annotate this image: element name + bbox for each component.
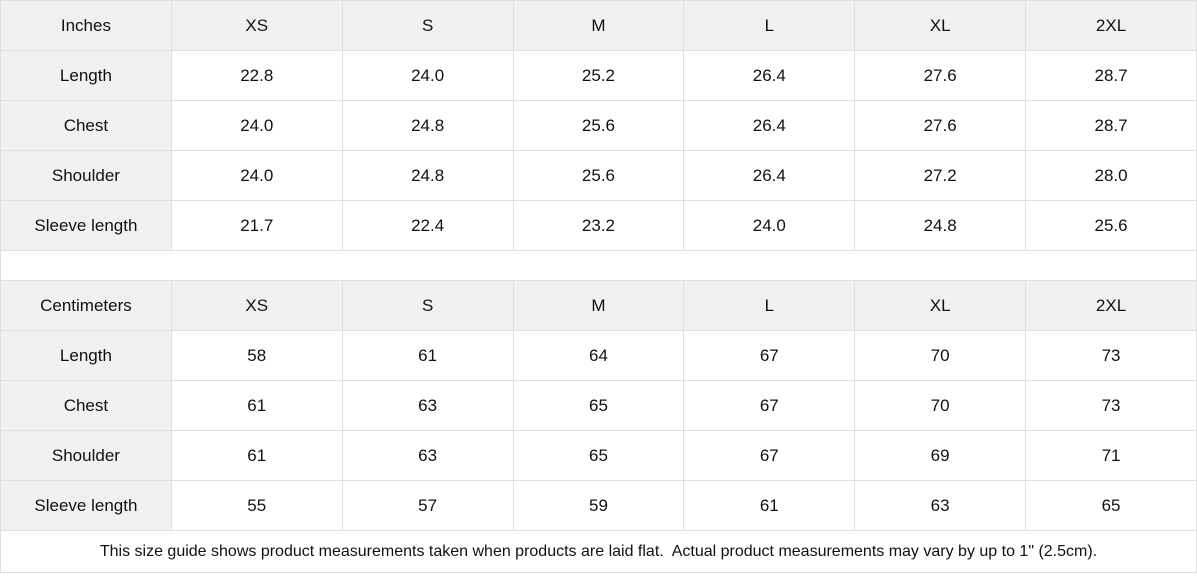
size-column-header: M bbox=[512, 0, 685, 51]
measurement-value: 28.7 bbox=[1025, 100, 1197, 151]
measurement-value: 24.0 bbox=[170, 100, 343, 151]
measurement-value: 61 bbox=[170, 430, 343, 481]
measurement-value: 21.7 bbox=[170, 200, 343, 251]
size-column-header: M bbox=[512, 280, 685, 331]
measurement-value: 73 bbox=[1025, 330, 1197, 381]
measurement-value: 25.6 bbox=[512, 150, 685, 201]
section-spacer-row bbox=[0, 250, 1197, 281]
measurement-value: 64 bbox=[512, 330, 685, 381]
measurement-row: Shoulder 24.0 24.8 25.6 26.4 27.2 28.0 bbox=[0, 150, 1197, 201]
measurement-value: 58 bbox=[170, 330, 343, 381]
measurement-value: 65 bbox=[1025, 480, 1197, 531]
measurement-value: 27.6 bbox=[854, 100, 1027, 151]
measurement-value: 61 bbox=[683, 480, 856, 531]
size-column-header: L bbox=[683, 0, 856, 51]
measurement-value: 25.6 bbox=[1025, 200, 1197, 251]
measurement-row: Length 22.8 24.0 25.2 26.4 27.6 28.7 bbox=[0, 50, 1197, 101]
measurement-value: 25.2 bbox=[512, 50, 685, 101]
measurement-value: 22.4 bbox=[341, 200, 514, 251]
measurement-value: 27.6 bbox=[854, 50, 1027, 101]
measurement-value: 67 bbox=[683, 330, 856, 381]
measurement-value: 55 bbox=[170, 480, 343, 531]
size-column-header: 2XL bbox=[1025, 0, 1197, 51]
measurement-value: 65 bbox=[512, 430, 685, 481]
size-column-header: XL bbox=[854, 0, 1027, 51]
measurement-value: 61 bbox=[170, 380, 343, 431]
measurement-value: 27.2 bbox=[854, 150, 1027, 201]
unit-label-header: Centimeters bbox=[0, 280, 172, 331]
measurement-value: 63 bbox=[341, 380, 514, 431]
measurement-row: Sleeve length 55 57 59 61 63 65 bbox=[0, 480, 1197, 531]
measurement-label: Length bbox=[0, 330, 172, 381]
measurement-value: 70 bbox=[854, 330, 1027, 381]
measurement-value: 26.4 bbox=[683, 50, 856, 101]
size-header-row: Inches XS S M L XL 2XL bbox=[0, 0, 1197, 51]
size-column-header: L bbox=[683, 280, 856, 331]
measurement-value: 59 bbox=[512, 480, 685, 531]
measurement-value: 63 bbox=[854, 480, 1027, 531]
size-column-header: 2XL bbox=[1025, 280, 1197, 331]
measurement-value: 69 bbox=[854, 430, 1027, 481]
section-spacer-cell bbox=[0, 250, 1197, 281]
measurement-value: 22.8 bbox=[170, 50, 343, 101]
measurement-value: 24.8 bbox=[341, 150, 514, 201]
measurement-row: Shoulder 61 63 65 67 69 71 bbox=[0, 430, 1197, 481]
measurement-value: 71 bbox=[1025, 430, 1197, 481]
measurement-row: Chest 61 63 65 67 70 73 bbox=[0, 380, 1197, 431]
size-column-header: S bbox=[341, 280, 514, 331]
measurement-row: Sleeve length 21.7 22.4 23.2 24.0 24.8 25.6 bbox=[0, 200, 1197, 251]
size-column-header: S bbox=[341, 0, 514, 51]
measurement-value: 73 bbox=[1025, 380, 1197, 431]
measurement-value: 24.0 bbox=[683, 200, 856, 251]
measurement-value: 61 bbox=[341, 330, 514, 381]
unit-label-header: Inches bbox=[0, 0, 172, 51]
measurement-label: Shoulder bbox=[0, 150, 172, 201]
measurement-value: 67 bbox=[683, 430, 856, 481]
measurement-value: 28.7 bbox=[1025, 50, 1197, 101]
footer-note-row: This size guide shows product measuremen… bbox=[0, 530, 1197, 573]
measurement-label: Chest bbox=[0, 380, 172, 431]
measurement-value: 26.4 bbox=[683, 100, 856, 151]
footer-note: This size guide shows product measuremen… bbox=[0, 530, 1197, 573]
measurement-value: 70 bbox=[854, 380, 1027, 431]
measurement-value: 63 bbox=[341, 430, 514, 481]
measurement-label: Length bbox=[0, 50, 172, 101]
measurement-value: 24.8 bbox=[341, 100, 514, 151]
measurement-value: 24.8 bbox=[854, 200, 1027, 251]
measurement-label: Sleeve length bbox=[0, 480, 172, 531]
measurement-value: 24.0 bbox=[341, 50, 514, 101]
measurement-value: 57 bbox=[341, 480, 514, 531]
measurement-row: Chest 24.0 24.8 25.6 26.4 27.6 28.7 bbox=[0, 100, 1197, 151]
measurement-value: 28.0 bbox=[1025, 150, 1197, 201]
size-column-header: XS bbox=[170, 0, 343, 51]
measurement-value: 24.0 bbox=[170, 150, 343, 201]
measurement-value: 25.6 bbox=[512, 100, 685, 151]
measurement-row: Length 58 61 64 67 70 73 bbox=[0, 330, 1197, 381]
measurement-value: 26.4 bbox=[683, 150, 856, 201]
size-header-row: Centimeters XS S M L XL 2XL bbox=[0, 280, 1197, 331]
size-column-header: XL bbox=[854, 280, 1027, 331]
measurement-label: Shoulder bbox=[0, 430, 172, 481]
measurement-value: 65 bbox=[512, 380, 685, 431]
measurement-value: 23.2 bbox=[512, 200, 685, 251]
size-column-header: XS bbox=[170, 280, 343, 331]
measurement-label: Chest bbox=[0, 100, 172, 151]
measurement-label: Sleeve length bbox=[0, 200, 172, 251]
measurement-value: 67 bbox=[683, 380, 856, 431]
